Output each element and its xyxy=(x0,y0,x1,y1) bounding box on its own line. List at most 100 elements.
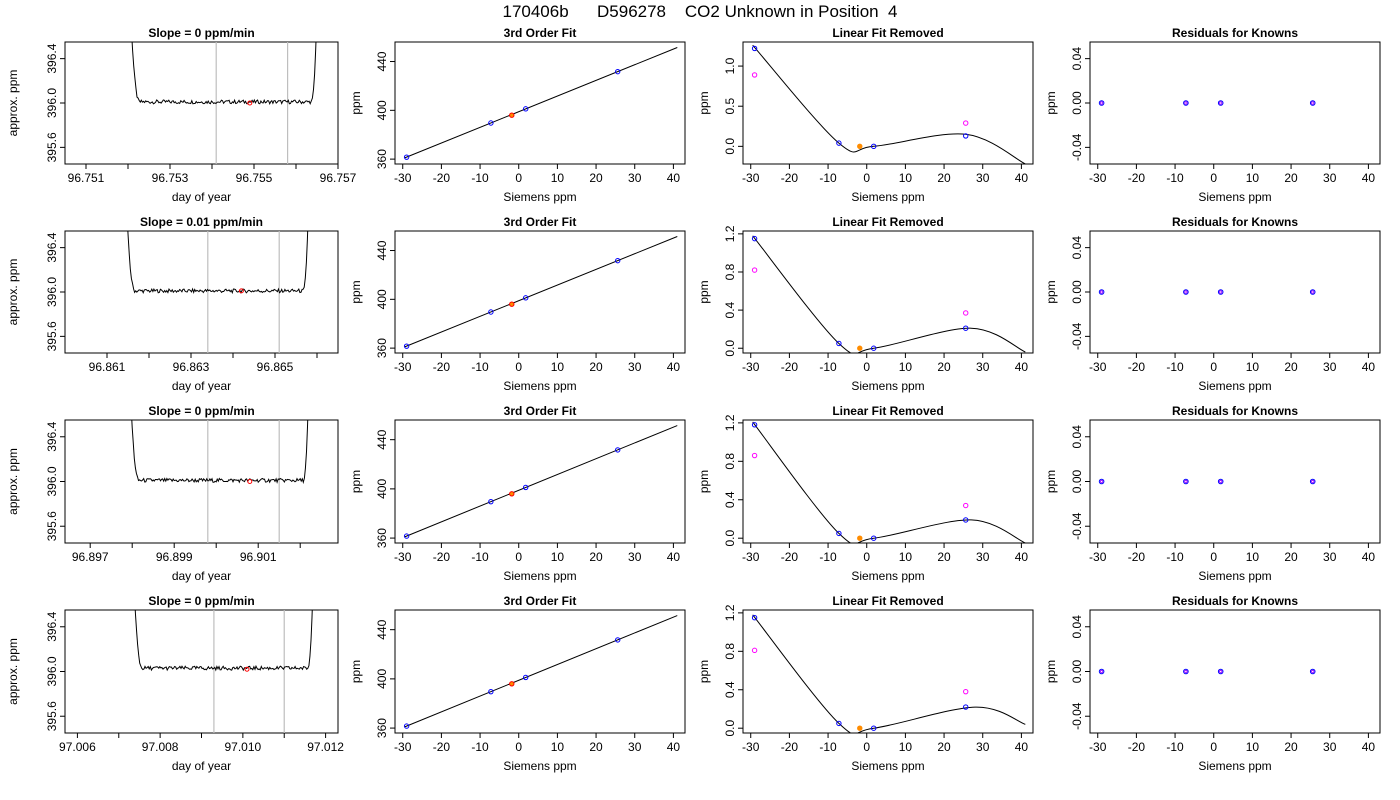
known-point xyxy=(836,340,842,347)
known-point xyxy=(870,535,877,541)
known-point xyxy=(963,325,969,331)
x-tick-label: -20 xyxy=(433,550,451,564)
x-tick-label: 10 xyxy=(1246,360,1260,374)
residual-point xyxy=(1098,100,1105,106)
y-tick-label: 396.0 xyxy=(45,656,59,686)
y-tick-label: 360 xyxy=(375,338,389,358)
x-tick-label: -20 xyxy=(1128,360,1146,374)
residual-point xyxy=(1309,478,1316,485)
time-series-trace xyxy=(134,610,313,672)
x-tick-label: 30 xyxy=(628,740,642,754)
y-tick-label: 0.4 xyxy=(723,491,737,508)
x-tick-label: 20 xyxy=(1284,171,1298,185)
unknown-point xyxy=(509,491,515,497)
time-series-trace xyxy=(131,42,317,106)
x-tick-label: 0 xyxy=(863,171,870,185)
plot-frame xyxy=(1089,419,1381,544)
x-tick-label: -30 xyxy=(1089,360,1107,374)
x-tick-label: 0 xyxy=(1210,550,1217,564)
residual-curve xyxy=(752,421,1026,543)
residual-point-inner xyxy=(1219,290,1223,294)
panel-title: Residuals for Knowns xyxy=(1172,215,1298,229)
x-tick-label: -20 xyxy=(433,360,451,374)
y-tick-label: 0.8 xyxy=(723,643,737,660)
y-tick-label: 395.6 xyxy=(45,511,59,541)
fit-line xyxy=(404,425,678,538)
y-tick-label: 396.4 xyxy=(45,611,59,641)
panel-0-2: Linear Fit Removed -30 -20 -10 0 10 20 30 40 0.0 0… xyxy=(697,26,1034,204)
known-point xyxy=(836,720,842,727)
residual-point-inner xyxy=(1100,479,1104,484)
panel-1-1: 3rd Order Fit -30 -20 -10 0 10 20 30 40 360 400 440… xyxy=(349,215,686,393)
y-axis-label: ppm xyxy=(349,280,363,303)
y-tick-label: 400 xyxy=(375,669,389,689)
panel-2-0: Slope = 0 ppm/min 96.897 96.899 96.901 395.6… xyxy=(6,404,339,583)
panel-title: Slope = 0.01 ppm/min xyxy=(140,215,263,229)
panel-3-0: Slope = 0 ppm/min 97.006 97.008 97.010 97.01… xyxy=(6,594,344,773)
y-tick-label: 0.00 xyxy=(1070,469,1084,493)
panel-1-2: Linear Fit Removed -30 -20 -10 0 10 20 30 40 0.0 0… xyxy=(697,215,1034,393)
panel-title: 3rd Order Fit xyxy=(504,594,577,608)
panel-title: Residuals for Knowns xyxy=(1172,26,1298,40)
x-axis-label: Siemens ppm xyxy=(851,190,924,204)
magenta-point xyxy=(963,120,969,126)
residual-point-inner xyxy=(1219,479,1223,484)
x-tick-label: -10 xyxy=(471,550,489,564)
residual-point-inner xyxy=(1184,290,1188,294)
panel-1-0: Slope = 0.01 ppm/min 96.861 96.863 96.865 39… xyxy=(6,215,339,393)
y-tick-label: 360 xyxy=(375,149,389,169)
x-tick-label: -30 xyxy=(394,171,412,185)
x-tick-label: -20 xyxy=(1128,171,1146,185)
known-point xyxy=(488,309,494,315)
x-tick-label: 0 xyxy=(1210,171,1217,185)
panel-title: Linear Fit Removed xyxy=(832,26,943,40)
known-point xyxy=(963,133,969,139)
x-axis-label: day of year xyxy=(172,569,231,583)
x-tick-label: -10 xyxy=(819,740,837,754)
residual-point xyxy=(1098,478,1105,485)
y-axis-label: ppm xyxy=(349,91,363,114)
y-axis-label: ppm xyxy=(697,280,711,303)
panel-title: Residuals for Knowns xyxy=(1172,594,1298,608)
y-tick-label: 396.0 xyxy=(45,466,59,496)
x-tick-label: 0 xyxy=(863,360,870,374)
x-tick-label: 10 xyxy=(551,360,565,374)
residual-point-inner xyxy=(1219,669,1223,674)
known-point xyxy=(522,106,529,112)
x-tick-label: 96.901 xyxy=(240,550,277,564)
panel-title: 3rd Order Fit xyxy=(504,26,577,40)
panel-title: Slope = 0 ppm/min xyxy=(148,26,254,40)
y-tick-label: 0.0 xyxy=(723,720,737,737)
plot-frame xyxy=(394,419,686,544)
panel-2-3: Residuals for Knowns -30 -20 -10 0 10 20 30 40 -0… xyxy=(1044,404,1381,583)
unknown-marker xyxy=(238,288,244,294)
x-tick-label: 20 xyxy=(1284,550,1298,564)
x-tick-label: -10 xyxy=(1166,360,1184,374)
time-series-trace xyxy=(127,231,309,295)
known-point xyxy=(522,295,529,301)
x-axis-label: Siemens ppm xyxy=(503,759,576,773)
panel-3-1: 3rd Order Fit -30 -20 -10 0 10 20 30 40 360 400 440… xyxy=(349,594,686,773)
y-axis-label: ppm xyxy=(1044,91,1058,114)
unknown-point xyxy=(857,725,863,731)
x-tick-label: 40 xyxy=(1015,550,1029,564)
x-tick-label: -30 xyxy=(394,740,412,754)
x-tick-label: -10 xyxy=(1166,171,1184,185)
plot-frame xyxy=(394,230,686,354)
known-point xyxy=(615,637,621,643)
residual-point-inner xyxy=(1311,101,1315,105)
y-tick-label: 1.0 xyxy=(723,57,737,74)
panel-title: Residuals for Knowns xyxy=(1172,404,1298,418)
plot-frame xyxy=(1089,609,1381,734)
y-tick-label: 440 xyxy=(375,240,389,260)
x-tick-label: 96.897 xyxy=(72,550,109,564)
panel-1-3: Residuals for Knowns -30 -20 -10 0 10 20 30 40 -0… xyxy=(1044,215,1381,393)
x-tick-label: 10 xyxy=(1246,171,1260,185)
known-point xyxy=(488,498,494,505)
known-point xyxy=(963,704,969,710)
x-tick-label: 0 xyxy=(515,171,522,185)
x-tick-label: -10 xyxy=(471,171,489,185)
panel-0-0: Slope = 0 ppm/min 96.751 96.753 96.755 96.75… xyxy=(6,26,357,204)
known-point xyxy=(870,725,877,731)
